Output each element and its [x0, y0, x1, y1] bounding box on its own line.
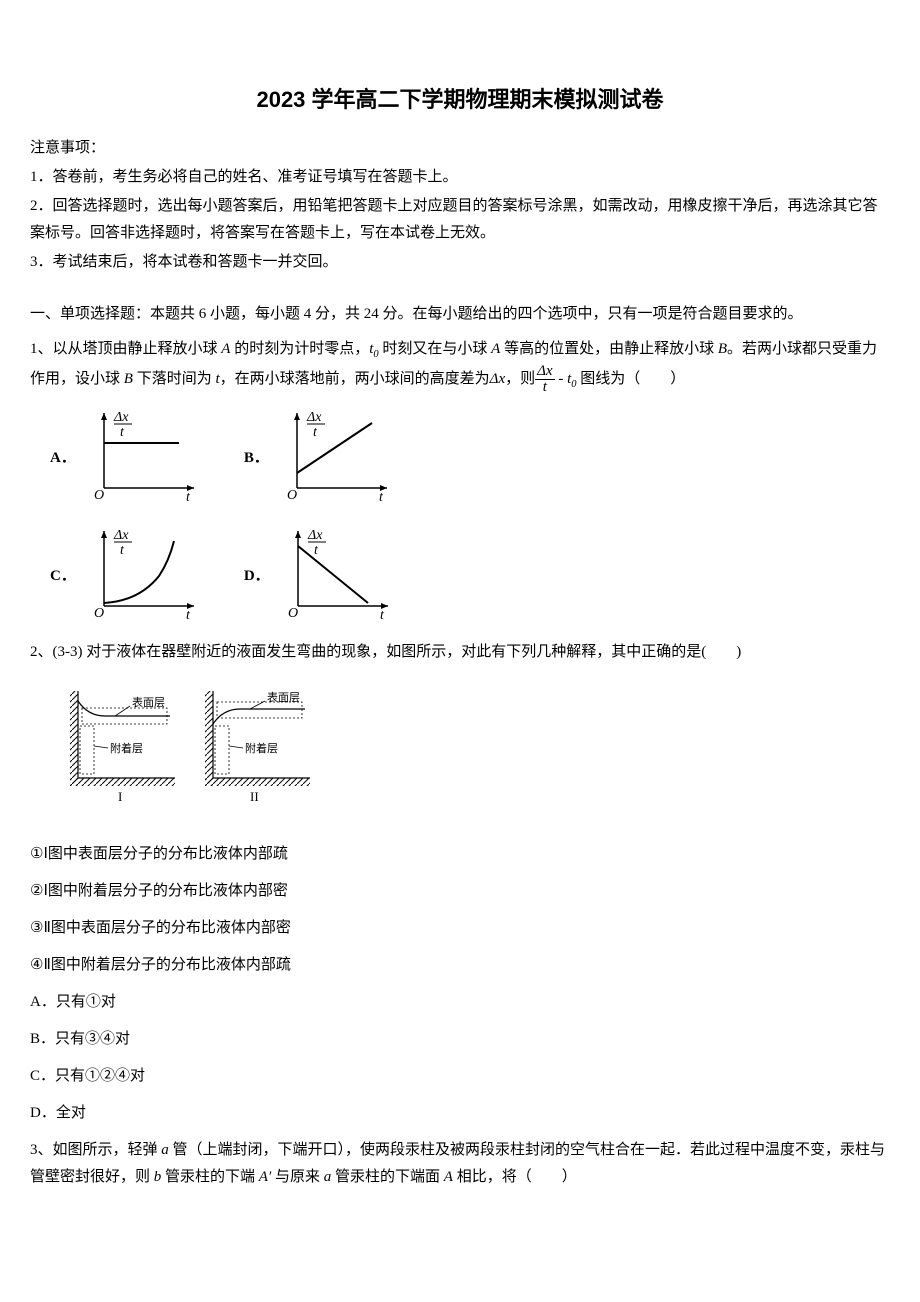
q1-text-part: 等高的位置处，由静止释放小球 [500, 341, 718, 357]
instruction-line: 3．考试结束后，将本试卷和答题卡一并交回。 [30, 249, 890, 276]
graph-c-svg: Δx t O t [84, 521, 204, 621]
q1-text-part: 1、以从塔顶由静止释放小球 [30, 341, 221, 357]
q1-text-part: 图线为（ ） [577, 371, 686, 387]
option-label: B． [244, 445, 269, 472]
label-attach: 附着层 [245, 741, 278, 755]
label-surface: 表面层 [132, 695, 165, 709]
q2-diagram: 表面层 附着层 I 表面层 附着层 [60, 676, 890, 826]
q3-text-part: 3、如图所示，轻弹 [30, 1142, 161, 1158]
q2-option: D．全对 [30, 1100, 890, 1127]
q3-text-part: 管汞柱的下端 [161, 1169, 259, 1185]
question-2: 2、(3-3) 对于液体在器壁附近的液面发生弯曲的现象，如图所示，对此有下列几种… [30, 639, 890, 1127]
q2-option: A．只有①对 [30, 989, 890, 1016]
graph-b-svg: Δx t O t [277, 403, 397, 503]
svg-text:t: t [313, 425, 318, 440]
svg-text:t: t [120, 543, 125, 558]
svg-text:t: t [120, 425, 125, 440]
q3-text-part: 管汞柱的下端面 [331, 1169, 444, 1185]
question-1-text: 1、以从塔顶由静止释放小球 A 的时刻为计时零点，t0 时刻又在与小球 A 等高… [30, 336, 890, 396]
instruction-line: 1．答卷前，考生务必将自己的姓名、准考证号填写在答题卡上。 [30, 164, 890, 191]
q2-statement: ④Ⅱ图中附着层分子的分布比液体内部疏 [30, 952, 890, 979]
graph-a-svg: Δx t O t [84, 403, 204, 503]
svg-text:Δx: Δx [306, 410, 322, 425]
page-title: 2023 学年高二下学期物理期末模拟测试卷 [30, 80, 890, 120]
svg-text:Δx: Δx [113, 528, 129, 543]
q3-text-part: 相比，将（ ） [453, 1169, 577, 1185]
label-roman-1: I [118, 789, 122, 804]
q1-option-a: A． Δx t O t [50, 403, 204, 513]
option-label: A． [50, 445, 76, 472]
svg-text:O: O [94, 606, 104, 621]
svg-text:Δx: Δx [307, 528, 323, 543]
label-roman-2: II [250, 789, 259, 804]
q1-options-row-1: A． Δx t O t B． [50, 403, 890, 513]
option-label: C． [50, 563, 76, 590]
q1-option-b: B． Δx t O t [244, 403, 397, 513]
svg-text:t: t [186, 490, 191, 503]
q1-text-part: 的时刻为计时零点， [230, 341, 369, 357]
svg-text:t: t [186, 608, 191, 621]
svg-text:t: t [380, 608, 385, 621]
q1-options-row-2: C． Δx t O t D． [50, 521, 890, 631]
q1-text-part: 下落时间为 [133, 371, 216, 387]
q2-svg: 表面层 附着层 I 表面层 附着层 [60, 676, 320, 816]
svg-text:t: t [379, 490, 384, 503]
label-attach: 附着层 [110, 741, 143, 755]
question-2-text: 2、(3-3) 对于液体在器壁附近的液面发生弯曲的现象，如图所示，对此有下列几种… [30, 639, 890, 666]
q1-option-c: C． Δx t O t [50, 521, 204, 631]
svg-text:O: O [288, 606, 298, 621]
q2-statement: ②Ⅰ图中附着层分子的分布比液体内部密 [30, 878, 890, 905]
q1-text-part: ，则 [505, 371, 535, 387]
svg-text:O: O [287, 488, 297, 503]
instructions-block: 注意事项： 1．答卷前，考生务必将自己的姓名、准考证号填写在答题卡上。 2．回答… [30, 135, 890, 276]
instructions-heading: 注意事项： [30, 135, 890, 162]
q2-option: B．只有③④对 [30, 1026, 890, 1053]
q2-statement: ③Ⅱ图中表面层分子的分布比液体内部密 [30, 915, 890, 942]
svg-text:t: t [314, 543, 319, 558]
option-label: D． [244, 563, 270, 590]
graph-c: Δx t O t [84, 521, 204, 631]
svg-text:Δx: Δx [113, 410, 129, 425]
graph-d: Δx t O t [278, 521, 398, 631]
q2-statement: ①Ⅰ图中表面层分子的分布比液体内部疏 [30, 841, 890, 868]
q3-text-part: 与原来 [271, 1169, 324, 1185]
label-surface: 表面层 [267, 690, 300, 704]
graph-b: Δx t O t [277, 403, 397, 513]
q2-option: C．只有①②④对 [30, 1063, 890, 1090]
instruction-line: 2．回答选择题时，选出每小题答案后，用铅笔把答题卡上对应题目的答案标号涂黑，如需… [30, 193, 890, 247]
q1-option-d: D． Δx t O t [244, 521, 398, 631]
svg-text:O: O [94, 488, 104, 503]
question-3: 3、如图所示，轻弹 a 管（上端封闭，下端开口），使两段汞柱及被两段汞柱封闭的空… [30, 1137, 890, 1191]
graph-d-svg: Δx t O t [278, 521, 398, 621]
q1-text-part: ，在两小球落地前，两小球间的高度差为 [220, 371, 490, 387]
question-1: 1、以从塔顶由静止释放小球 A 的时刻为计时零点，t0 时刻又在与小球 A 等高… [30, 336, 890, 632]
section-header: 一、单项选择题：本题共 6 小题，每小题 4 分，共 24 分。在每小题给出的四… [30, 301, 890, 328]
graph-a: Δx t O t [84, 403, 204, 513]
question-3-text: 3、如图所示，轻弹 a 管（上端封闭，下端开口），使两段汞柱及被两段汞柱封闭的空… [30, 1137, 890, 1191]
q1-text-part: 时刻又在与小球 [379, 341, 492, 357]
